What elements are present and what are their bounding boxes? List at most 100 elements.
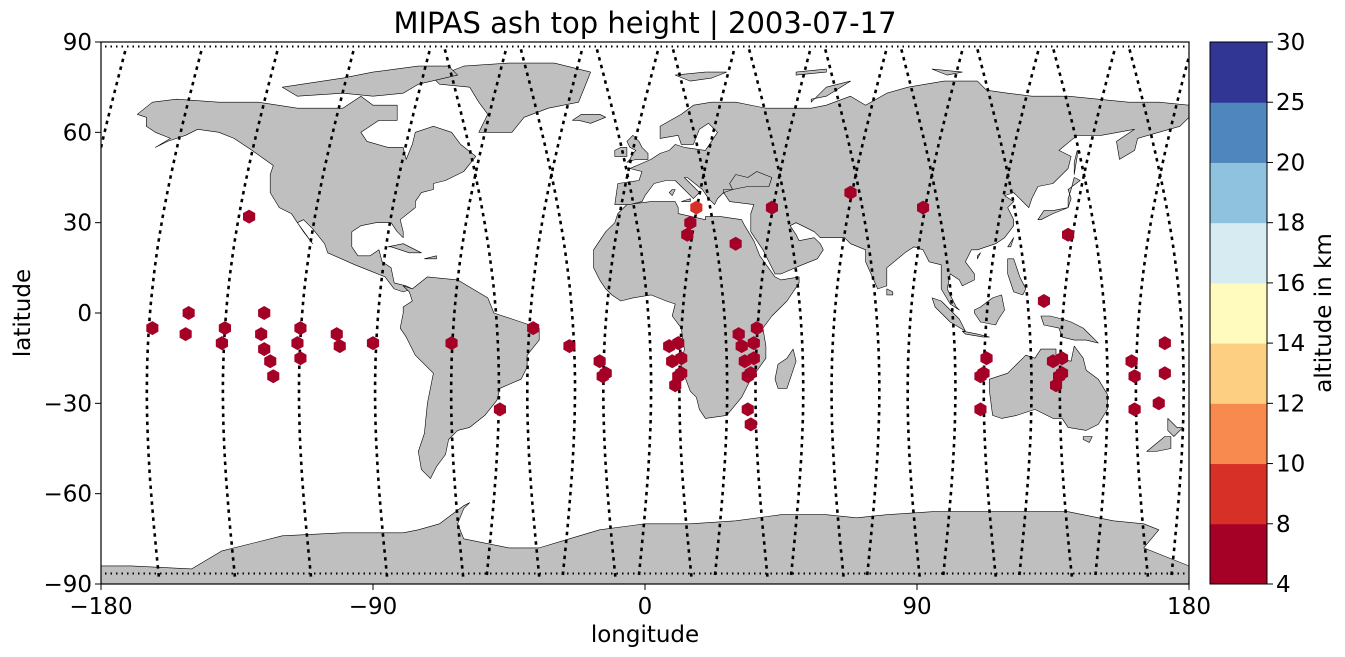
ash-point-30 (675, 351, 688, 366)
y-tick-label: 30 (63, 211, 92, 237)
ash-point-0 (146, 321, 159, 336)
land-mass-10 (572, 114, 607, 124)
ash-point-44 (750, 321, 763, 336)
orbit-track-30 (1058, 50, 1116, 579)
ash-point-8 (258, 342, 271, 357)
orbit-track-1 (443, 47, 501, 576)
orbit-track-18 (601, 50, 660, 579)
land-mass-29 (795, 68, 827, 76)
ash-point-64 (1158, 336, 1171, 351)
orbit-track-22 (754, 50, 812, 579)
colorbar: 4 8 10 12 14 16 18 20 25 30 (1209, 30, 1305, 598)
land-mass-15 (974, 294, 1005, 326)
satellite-tracks (101, 45, 1189, 579)
orbit-track-7 (671, 47, 729, 576)
ash-point-23 (599, 366, 612, 381)
x-tick-label: 90 (902, 594, 931, 620)
ash-point-4 (218, 321, 231, 336)
x-axis-label: longitude (591, 622, 699, 648)
colorbar-tick-label: 12 (1276, 391, 1305, 417)
ash-point-60 (1128, 369, 1141, 384)
ash-point-5 (243, 209, 256, 224)
ash-point-47 (917, 200, 930, 215)
ash-point-9 (264, 354, 277, 369)
ash-point-62 (1152, 396, 1165, 411)
land-mass-1 (399, 276, 540, 479)
colorbar-tick-label: 4 (1276, 572, 1291, 598)
land-mass-7 (281, 65, 458, 97)
colorbar-tick-label: 16 (1276, 271, 1305, 297)
y-axis-ticks: −90 −60 −30 0 30 60 90 (43, 30, 101, 598)
ash-point-16 (366, 336, 380, 351)
ash-point-35 (732, 327, 745, 342)
colorbar-segment-8 (1210, 42, 1267, 103)
land-mass-31 (674, 71, 727, 82)
ash-point-45 (765, 200, 778, 215)
ash-point-34 (729, 236, 742, 251)
x-axis-ticks: −180 −90 0 90 180 (69, 584, 1211, 620)
ash-point-48 (974, 402, 987, 417)
colorbar-tick-label: 20 (1276, 150, 1305, 176)
ash-point-21 (593, 354, 606, 369)
x-tick-label: 180 (1167, 594, 1211, 620)
world-map (101, 62, 1189, 584)
y-tick-label: −60 (43, 482, 92, 508)
orbit-track-9 (747, 47, 805, 576)
orbit-track-14 (449, 50, 507, 579)
y-tick-label: −30 (43, 391, 92, 417)
orbit-track-16 (526, 50, 583, 579)
land-mass-22 (1082, 436, 1093, 443)
ash-point-6 (255, 327, 268, 342)
land-mass-17 (886, 288, 894, 296)
ash-point-32 (684, 215, 697, 230)
colorbar-segment-5 (1210, 222, 1267, 284)
orbit-track-6 (145, 50, 203, 579)
ash-point-2 (182, 306, 195, 320)
orbit-track-10 (297, 50, 355, 579)
colorbar-segment-6 (1210, 162, 1267, 224)
ash-point-36 (735, 339, 748, 354)
orbit-track-13 (899, 47, 957, 576)
ash-point-14 (330, 327, 343, 342)
ash-point-33 (690, 200, 703, 215)
ash-point-59 (1125, 354, 1138, 369)
ash-point-61 (1128, 402, 1141, 417)
colorbar-tick-label: 8 (1276, 512, 1291, 538)
colorbar-tick-label: 18 (1276, 211, 1305, 237)
y-tick-label: 90 (63, 30, 92, 56)
orbit-track-11 (823, 47, 881, 576)
ash-point-31 (681, 227, 694, 242)
orbit-track-5 (595, 47, 653, 576)
ash-point-18 (493, 402, 506, 417)
orbit-track-8 (221, 50, 279, 579)
ash-point-42 (747, 336, 760, 351)
ash-point-57 (1056, 351, 1069, 366)
chart-title: MIPAS ash top height | 2003-07-17 (393, 6, 896, 40)
land-mass-21 (424, 255, 437, 260)
colorbar-segment-2 (1210, 403, 1267, 465)
land-mass-9 (614, 147, 628, 157)
orbit-track-32 (1134, 51, 1189, 579)
orbit-track-12 (373, 50, 431, 579)
colorbar-segment-4 (1210, 282, 1267, 344)
y-tick-label: 60 (63, 120, 92, 146)
ash-point-10 (267, 369, 280, 384)
ash-point-29 (675, 366, 688, 381)
colorbar-segment-0 (1210, 523, 1267, 585)
orbit-track-4 (101, 50, 127, 154)
colorbar-frame (1209, 41, 1268, 585)
colorbar-tick-label: 25 (1276, 90, 1305, 116)
colorbar-tick-label: 14 (1276, 331, 1305, 357)
colorbar-segment-3 (1210, 343, 1267, 404)
land-mass-18 (1146, 436, 1172, 452)
ash-point-28 (672, 336, 685, 351)
ash-point-40 (744, 417, 757, 432)
land-mass-30 (810, 80, 851, 103)
orbit-track-3 (519, 47, 577, 576)
orbit-track-19 (1127, 47, 1186, 576)
colorbar-tick-label: 30 (1276, 30, 1305, 56)
land-mass-24 (1007, 237, 1015, 248)
ash-point-24 (663, 339, 676, 354)
land-mass-25 (977, 252, 981, 260)
